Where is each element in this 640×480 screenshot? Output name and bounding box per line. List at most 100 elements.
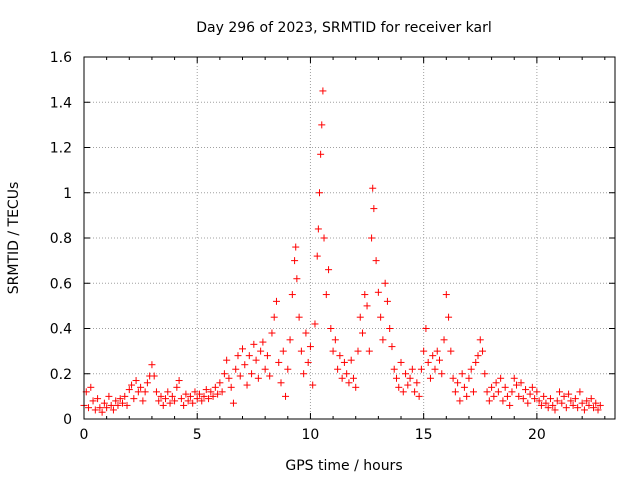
data-point [397,358,405,366]
data-point [426,374,434,382]
data-point [191,388,199,396]
data-point [524,399,532,407]
data-point [175,377,183,385]
data-point [223,356,231,364]
data-point [309,381,317,389]
y-tick-label: 0.6 [50,276,72,292]
data-point [98,408,106,416]
data-point [370,205,378,213]
data-point [155,397,163,405]
data-point [413,379,421,387]
data-point [345,379,353,387]
y-tick-label: 1.6 [50,50,72,66]
data-point [343,370,351,378]
data-point [533,388,541,396]
y-axis-label: SRMTID / TECUs [6,182,22,295]
data-point [282,392,290,400]
data-points [80,87,604,416]
data-point [415,392,423,400]
data-point [314,225,322,233]
data-point [424,358,432,366]
data-point [302,329,310,337]
data-point [352,383,360,391]
data-point [565,390,573,398]
data-point [292,243,300,251]
data-point [107,401,115,409]
data-point [469,388,477,396]
data-point [245,352,253,360]
data-point [592,399,600,407]
data-point [336,352,344,360]
data-point [485,397,493,405]
data-point [417,365,425,373]
grid-lines [84,57,615,419]
data-point [460,383,468,391]
x-axis-label: GPS time / hours [285,458,402,474]
data-point [377,313,385,321]
data-point [497,374,505,382]
data-point [173,383,181,391]
data-point [250,340,258,348]
data-point [320,234,328,242]
data-point [479,347,487,355]
data-point [399,388,407,396]
data-point [105,392,113,400]
data-point [411,388,419,396]
data-point [137,383,145,391]
data-point [379,336,387,344]
data-point [177,395,185,403]
data-point [268,329,276,337]
data-point [205,395,213,403]
data-point [363,302,371,310]
x-tick-label: 20 [528,427,546,443]
data-point [200,392,208,400]
data-point [243,381,251,389]
data-point [359,329,367,337]
data-point [467,365,475,373]
data-point [241,361,249,369]
data-point [202,386,210,394]
data-point [234,352,242,360]
data-point [275,358,283,366]
data-point [123,401,131,409]
y-tick-label: 1 [63,186,72,202]
data-point [166,399,174,407]
x-tick-label: 5 [193,427,202,443]
data-point [408,365,416,373]
data-point [368,234,376,242]
data-point [589,404,597,412]
data-point [114,401,122,409]
data-point [537,401,545,409]
data-point [569,401,577,409]
data-point [429,352,437,360]
data-point [148,361,156,369]
axis-ticks: 0 5 10 15 20 0 0.2 0.4 0.6 0.8 1 1.2 1.4 1.6 [50,50,615,443]
data-point [329,347,337,355]
data-point [369,184,377,192]
data-point [141,388,149,396]
data-point [422,325,430,332]
data-point [112,397,120,405]
data-point [164,388,172,396]
data-point [544,404,552,412]
data-point [315,189,323,197]
data-point [463,392,471,400]
y-tick-label: 1.4 [50,95,72,111]
data-point [528,383,536,391]
data-point [319,87,327,95]
data-point [442,291,450,299]
data-point [585,401,593,409]
data-point [182,390,190,398]
x-tick-label: 15 [415,427,433,443]
data-point [587,395,595,403]
chart-title: Day 296 of 2023, SRMTID for receiver kar… [196,20,492,36]
data-point [125,386,133,394]
data-point [433,347,441,355]
data-point [440,336,448,344]
data-point [87,383,95,391]
data-point [465,374,473,382]
data-point [159,401,167,409]
data-point [295,313,303,321]
data-point [574,404,582,412]
y-tick-label: 0 [63,412,72,428]
